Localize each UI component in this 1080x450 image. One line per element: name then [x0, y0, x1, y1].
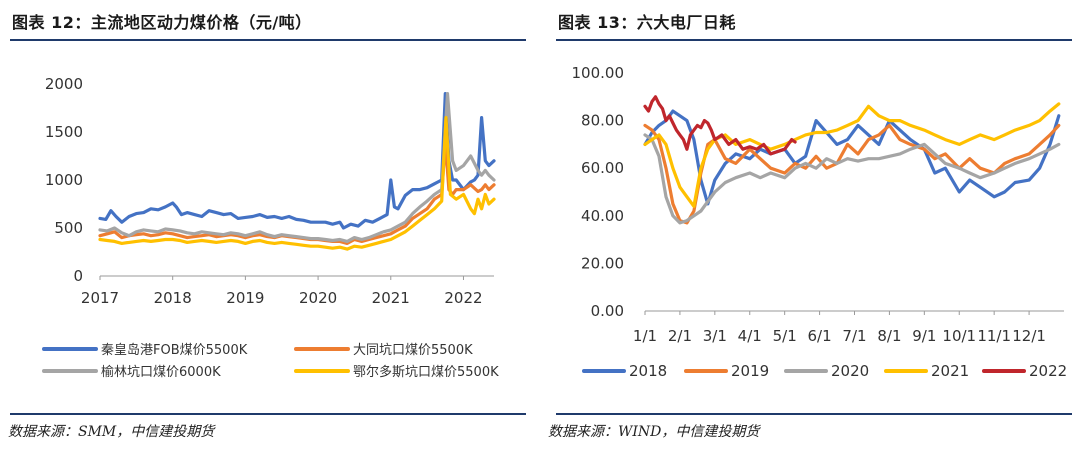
x-tick-label: 9/1 — [912, 327, 936, 345]
source-note: 数据来源：SMM，中信建投期货 — [8, 424, 215, 440]
legend-label: 2018 — [629, 362, 667, 380]
x-tick-label: 6/1 — [808, 327, 832, 345]
legend-label: 大同坑口煤价5500K — [353, 343, 473, 358]
y-tick-label: 100.00 — [572, 64, 625, 82]
source-divider — [10, 413, 526, 415]
legend-label: 榆林坑口煤价6000K — [101, 365, 221, 380]
series-line-2021 — [643, 102, 1061, 208]
x-tick-label: 2019 — [226, 289, 264, 307]
x-tick-label: 3/1 — [703, 327, 727, 345]
title-divider — [10, 39, 526, 41]
title-divider — [556, 39, 1072, 41]
chart-title: 图表 12：主流地区动力煤价格（元/吨） — [12, 13, 312, 32]
y-tick-label: 1000 — [45, 171, 83, 189]
x-tick-label: 7/1 — [842, 327, 866, 345]
legend-label: 2019 — [731, 362, 769, 380]
x-tick-label: 2018 — [154, 289, 192, 307]
y-tick-label: 0.00 — [591, 302, 624, 320]
y-tick-label: 1500 — [45, 123, 83, 141]
y-tick-label: 2000 — [45, 75, 83, 93]
y-tick-label: 40.00 — [581, 207, 624, 225]
y-tick-label: 0 — [73, 267, 83, 285]
series-line-2018 — [643, 109, 1061, 206]
legend-label: 2022 — [1029, 362, 1067, 380]
chart-title: 图表 13：六大电厂日耗 — [558, 13, 736, 32]
legend-label: 2020 — [831, 362, 869, 380]
daily-consumption-chart: 0.00 20.00 40.00 60.00 80.00 100.00 1/1 2/1 3/1 4… — [572, 64, 1068, 380]
legend-label: 鄂尔多斯坑口煤价5500K — [353, 364, 499, 380]
series-line-2019 — [643, 123, 1061, 225]
legend-label: 秦皇岛港FOB煤价5500K — [101, 342, 248, 358]
x-tick-label: 8/1 — [877, 327, 901, 345]
coal-price-chart: 0 500 1000 1500 2000 2017 2018 2019 2020 2021 2022… — [42, 75, 499, 380]
source-divider — [556, 413, 1072, 415]
series-line-鄂尔多斯坑口煤价5500K — [98, 115, 496, 251]
x-tick-label: 5/1 — [773, 327, 797, 345]
x-tick-label: 2/1 — [668, 327, 692, 345]
y-tick-label: 20.00 — [581, 254, 624, 272]
x-tick-label: 10/1 — [942, 327, 976, 345]
x-tick-label: 2021 — [372, 289, 410, 307]
x-tick-label: 11/1 — [977, 327, 1011, 345]
coal-price-panel: 图表 12：主流地区动力煤价格（元/吨） 0 500 1000 1500 2000 201… — [8, 13, 526, 440]
x-tick-label: 12/1 — [1012, 327, 1046, 345]
y-tick-label: 500 — [54, 219, 83, 237]
power-plant-consumption-panel: 图表 13：六大电厂日耗 0.00 20.00 40.00 60.00 80.00 100… — [540, 0, 1080, 450]
y-tick-label: 80.00 — [581, 112, 624, 130]
x-tick-label: 2017 — [81, 289, 119, 307]
source-note: 数据来源：WIND，中信建投期货 — [548, 424, 760, 440]
x-tick-label: 2022 — [444, 289, 482, 307]
x-tick-label: 1/1 — [633, 327, 657, 345]
x-tick-label: 4/1 — [738, 327, 762, 345]
x-tick-label: 2020 — [299, 289, 337, 307]
series-line-2022 — [643, 95, 797, 156]
y-tick-label: 60.00 — [581, 159, 624, 177]
series-line-2020 — [643, 133, 1061, 225]
legend-label: 2021 — [931, 362, 969, 380]
